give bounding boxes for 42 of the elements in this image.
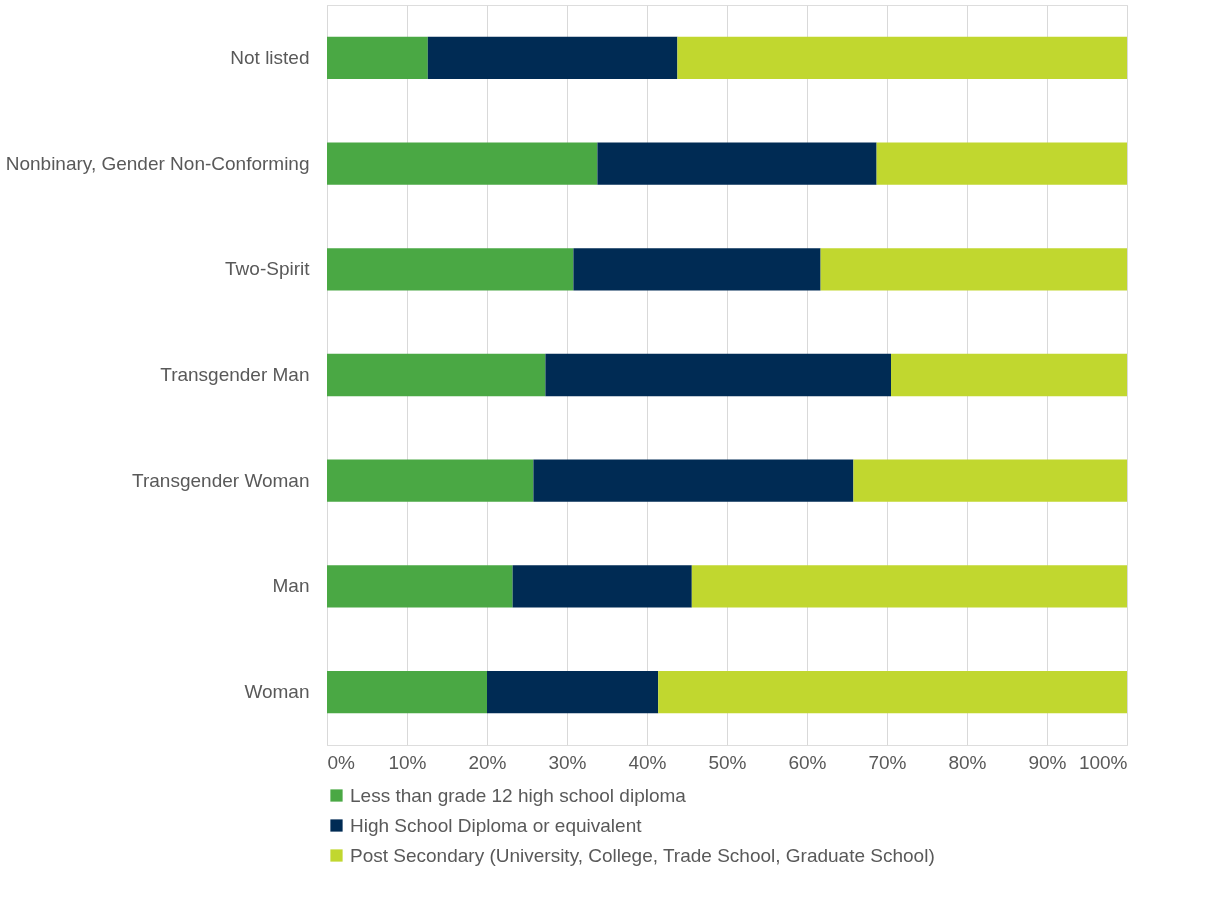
- y-tick-label: Nonbinary, Gender Non-Conforming: [5, 152, 310, 174]
- legend-label: High School Diploma or equivalent: [350, 814, 643, 836]
- y-tick-label: Transgender Man: [160, 364, 310, 385]
- bar: [597, 142, 877, 185]
- bar: [820, 248, 1127, 291]
- bar: [876, 142, 1127, 185]
- bar: [677, 36, 1127, 79]
- bar: [327, 353, 546, 397]
- x-tick-label: 20%: [468, 751, 507, 773]
- bar: [327, 565, 513, 608]
- bar: [545, 353, 891, 397]
- y-tick-label: Transgender Woman: [132, 469, 310, 491]
- bar: [853, 459, 1127, 502]
- bar: [327, 459, 534, 502]
- bar: [691, 565, 1127, 608]
- x-tick-label: 80%: [948, 751, 987, 773]
- bar: [658, 671, 1127, 714]
- x-tick-label: 100%: [1078, 751, 1128, 773]
- x-tick-label: 30%: [548, 751, 587, 773]
- bar: [327, 36, 428, 79]
- bar: [573, 248, 821, 291]
- bar: [533, 459, 854, 502]
- legend-label: Post Secondary (University, College, Trade School, Graduate School): [350, 844, 935, 866]
- bar: [512, 565, 692, 608]
- x-tick-label: 50%: [708, 751, 747, 773]
- x-tick-label: 70%: [868, 751, 907, 773]
- x-tick-label: 60%: [788, 751, 827, 773]
- x-tick-label: 10%: [388, 751, 427, 773]
- y-tick-label: Not listed: [230, 46, 310, 68]
- bar: [327, 671, 487, 714]
- bar: [327, 248, 574, 291]
- bar: [487, 671, 659, 714]
- bar: [427, 36, 678, 79]
- y-tick-label: Two-Spirit: [225, 258, 311, 280]
- x-tick-label: 90%: [1028, 751, 1067, 773]
- x-tick-label: 0%: [327, 751, 356, 773]
- y-tick-label: Woman: [244, 681, 310, 703]
- y-tick-label: Man: [272, 575, 310, 597]
- x-tick-label: 40%: [628, 751, 667, 773]
- bar: [891, 353, 1127, 397]
- legend-label: Less than grade 12 high school diploma: [350, 784, 687, 806]
- bar: [327, 142, 598, 185]
